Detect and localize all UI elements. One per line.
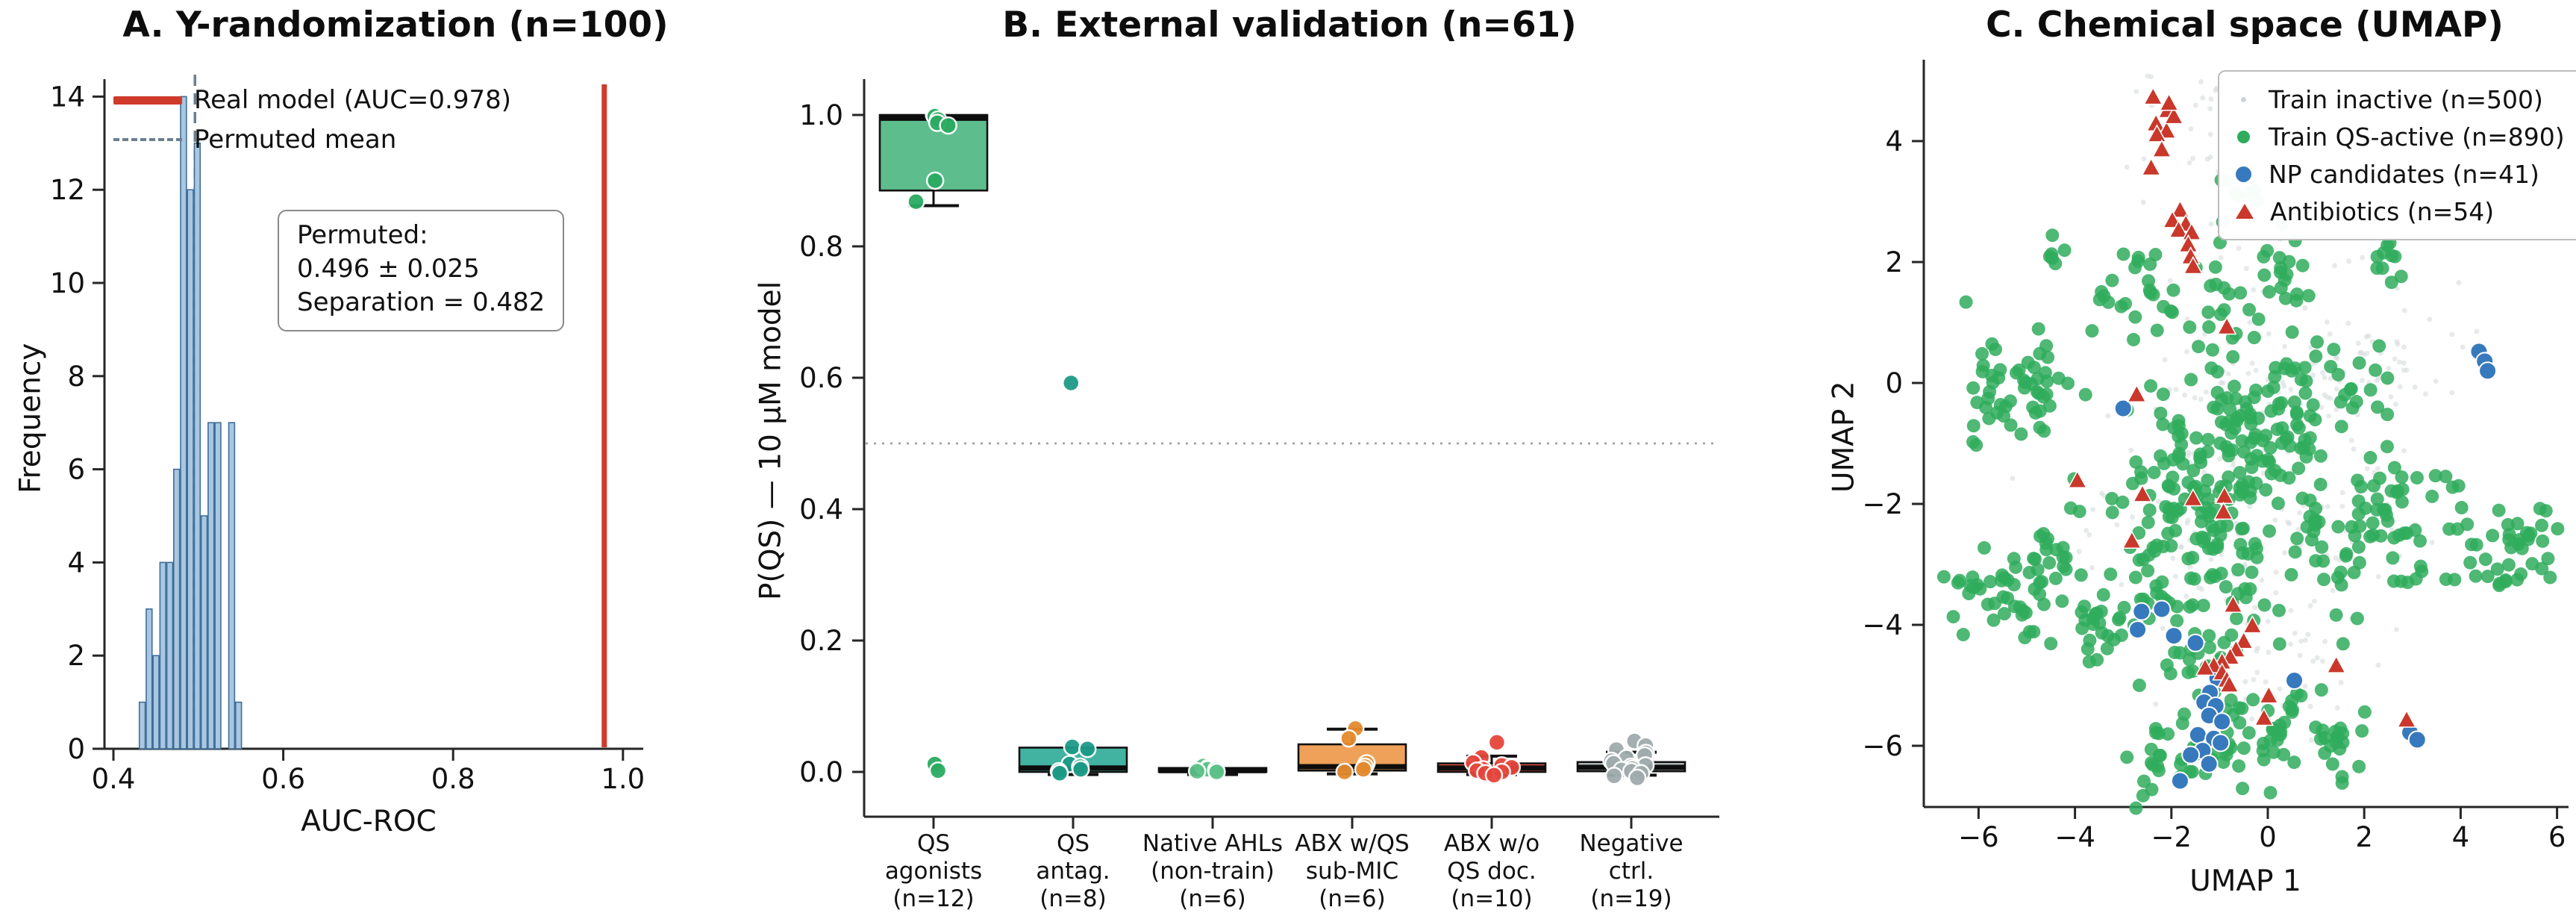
strip-points [907, 105, 957, 780]
panel-a-ylabel: Frequency [13, 343, 48, 493]
tick-label: (n=12) [892, 885, 974, 912]
tick-label: 4 [2452, 821, 2470, 853]
tick-label: 1.0 [601, 763, 645, 795]
antibiotic-triangle-icon [2236, 204, 2254, 219]
panel-b-title: B. External validation (n=61) [1002, 4, 1577, 46]
legend-label: Train inactive (n=500) [2269, 84, 2543, 114]
panel-c-scatter: −6 −4 −2 0 2 4 6 4 2 0 −2 −4 −6 [1862, 60, 2569, 853]
tick-label: (n=10) [1451, 885, 1532, 912]
panel-c-legend: Train inactive (n=500) Train QS-active (… [2218, 70, 2576, 240]
antibiotic-points [2067, 87, 2417, 728]
histogram-bars [138, 96, 243, 750]
strip-points [1463, 733, 1521, 785]
tick-label: QS doc. [1447, 858, 1536, 885]
tick-label: 2 [67, 640, 85, 672]
tick-label: ABX w/o [1444, 830, 1539, 857]
tick-label: QS [917, 830, 950, 857]
tick-label: −4 [1862, 609, 1903, 641]
tick-label: 6 [2548, 821, 2566, 853]
tick-label: 0.8 [431, 763, 475, 795]
tick-label: QS [1057, 830, 1090, 857]
strip-points [1335, 719, 1376, 782]
tick-label: 0 [1885, 367, 1903, 399]
tick-label: sub-MIC [1306, 858, 1398, 885]
tick-label: 4 [1885, 125, 1903, 158]
tick-label: −2 [2151, 821, 2192, 853]
tick-label: 12 [50, 174, 85, 206]
tick-label: ABX w/QS [1295, 830, 1409, 857]
tick-label: (n=6) [1179, 885, 1246, 912]
red-line-sample-icon [113, 96, 182, 105]
panel-a-legend: Real model (AUC=0.978) Permuted mean [113, 85, 511, 155]
legend-label: Permuted mean [194, 125, 397, 155]
tick-label: antag. [1036, 858, 1110, 885]
tick-label: 4 [67, 546, 85, 579]
tick-label: 0.2 [799, 625, 843, 657]
dashed-line-sample-icon [113, 138, 182, 141]
annotation-line: 0.496 ± 0.025 [297, 254, 480, 284]
strip-points [1602, 732, 1655, 788]
tick-label: agonists [885, 858, 982, 885]
legend-item-np-candidates: NP candidates (n=41) [2234, 155, 2576, 193]
tick-label: 0 [67, 733, 85, 765]
tick-label: 0 [2259, 821, 2277, 853]
panel-c-ylabel: UMAP 2 [1827, 381, 1861, 493]
tick-label: 10 [50, 267, 85, 299]
strip-points [1187, 756, 1226, 782]
permutation-stats-box: Permuted: 0.496 ± 0.025 Separation = 0.4… [278, 210, 565, 331]
tick-label: 0.8 [799, 231, 843, 263]
legend-item-train-qs-active: Train QS-active (n=890) [2234, 118, 2576, 155]
tick-label: 0.6 [261, 763, 305, 795]
tick-label: (n=8) [1040, 885, 1107, 912]
tick-label: 8 [67, 361, 85, 393]
tick-label: −6 [1862, 730, 1903, 762]
tick-label: −6 [1958, 821, 1999, 853]
tick-label: Native AHLs [1142, 830, 1283, 857]
np-candidate-dot-icon [2236, 166, 2251, 182]
strip-points [1049, 373, 1097, 783]
tick-label: (n=6) [1319, 885, 1386, 912]
panel-a-xlabel: AUC-ROC [301, 805, 437, 838]
np-candidate-points [2113, 342, 2498, 791]
tick-label: 2 [1885, 246, 1903, 278]
legend-item-antibiotics: Antibiotics (n=54) [2234, 193, 2576, 230]
panel-c-xlabel: UMAP 1 [2189, 864, 2301, 898]
tick-label: −4 [2054, 821, 2095, 853]
panel-c-title: C. Chemical space (UMAP) [1986, 4, 2504, 46]
panel-b-ylabel: P(QS) — 10 µM model [754, 281, 788, 600]
panel-a-title: A. Y-randomization (n=100) [122, 4, 669, 46]
tick-label: 2 [2355, 821, 2373, 853]
tick-label: 0.4 [799, 493, 843, 526]
legend-label: Real model (AUC=0.978) [194, 85, 512, 115]
qs-active-dot-icon [2237, 130, 2250, 143]
tick-label: −2 [1862, 488, 1903, 520]
tick-label: 0.4 [92, 763, 136, 795]
panel-a-histogram: 0.4 0.6 0.8 1.0 0 2 4 6 8 10 12 14 [50, 75, 645, 795]
tick-label: 0.6 [799, 362, 843, 394]
legend-item-permuted-mean: Permuted mean [113, 125, 511, 155]
legend-item-train-inactive: Train inactive (n=500) [2234, 81, 2576, 118]
tick-label: 6 [67, 454, 85, 486]
annotation-line: Separation = 0.482 [297, 287, 545, 317]
tick-label: 1.0 [799, 99, 843, 131]
legend-item-real-model: Real model (AUC=0.978) [113, 85, 511, 115]
tick-label: 0.0 [799, 756, 843, 788]
tick-label: (n=19) [1590, 885, 1672, 912]
legend-label: NP candidates (n=41) [2269, 159, 2539, 189]
inactive-dot-icon [2241, 96, 2246, 102]
tick-label: 14 [50, 81, 85, 113]
legend-label: Train QS-active (n=890) [2269, 122, 2565, 152]
legend-label: Antibiotics (n=54) [2270, 196, 2495, 226]
tick-label: (non-train) [1151, 858, 1275, 885]
tick-label: ctrl. [1609, 858, 1654, 885]
tick-label: Negative [1579, 830, 1683, 857]
annotation-line: Permuted: [297, 220, 428, 250]
